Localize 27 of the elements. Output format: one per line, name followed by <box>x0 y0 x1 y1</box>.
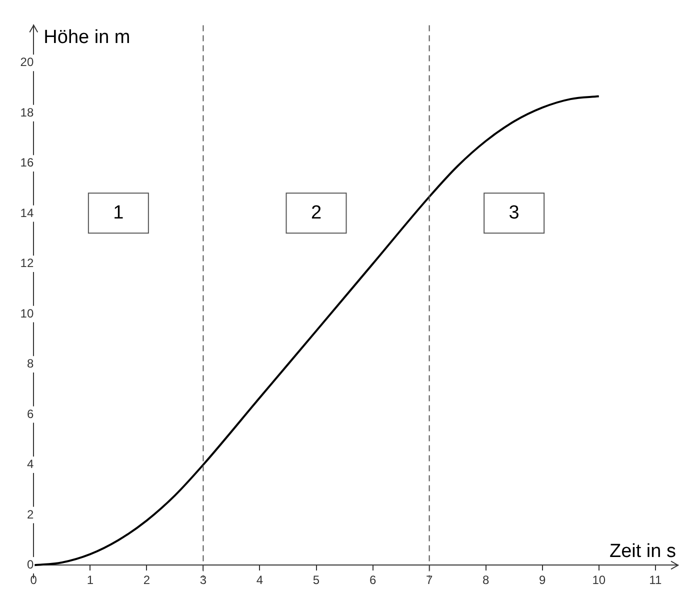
x-tick-label: 11 <box>649 572 662 587</box>
x-tick-label: 2 <box>143 572 150 587</box>
annotation: 3 <box>508 202 520 224</box>
x-tick-label: 7 <box>426 572 433 587</box>
x-tick-label: 8 <box>482 572 490 587</box>
x-tick-label: 4 <box>256 572 264 587</box>
x-tick-label: 6 <box>369 572 376 587</box>
y-tick-label: 6 <box>26 406 34 421</box>
annotation: 1 <box>113 202 124 224</box>
x-tick-label: 1 <box>86 572 94 587</box>
y-tick-label: 12 <box>20 256 34 270</box>
y-tick-label: 16 <box>20 156 34 170</box>
y-tick-label: 18 <box>20 105 34 120</box>
x-tick-label: 10 <box>592 572 606 587</box>
y-tick-label: 0 <box>26 558 34 572</box>
y-tick-label: 10 <box>20 306 34 320</box>
x-axis-title: Zeit in s <box>609 541 676 562</box>
y-tick-label: 20 <box>20 55 34 70</box>
y-tick-label: 8 <box>26 356 34 371</box>
y-tick-label: 2 <box>26 507 34 522</box>
y-tick-label: 14 <box>20 206 34 220</box>
x-tick-label: 3 <box>200 572 207 587</box>
y-axis-title: Höhe in m <box>44 27 130 48</box>
x-tick-label: 9 <box>539 572 546 587</box>
y-tick-label: 4 <box>26 457 34 472</box>
x-tick-label: 5 <box>312 572 320 587</box>
annotation: 2 <box>310 202 322 224</box>
